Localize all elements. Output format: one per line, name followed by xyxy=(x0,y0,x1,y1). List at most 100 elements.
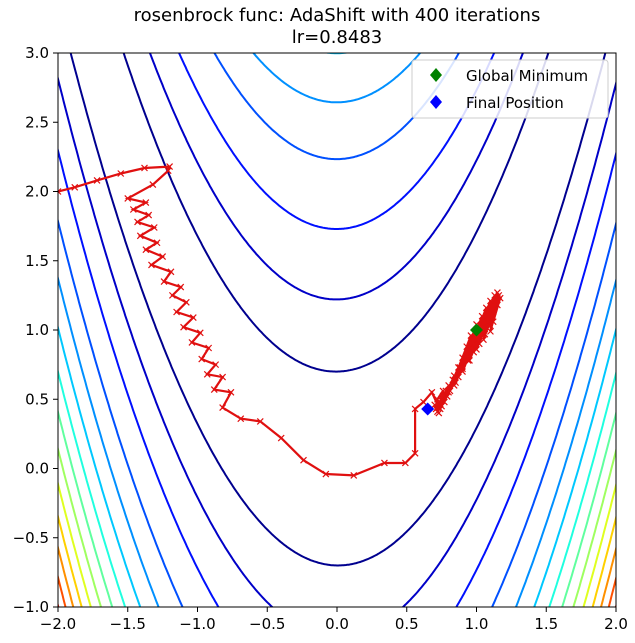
path-point xyxy=(473,345,480,353)
path-point xyxy=(203,370,211,378)
y-tick-label: 0.0 xyxy=(25,460,49,478)
path-point xyxy=(482,304,490,312)
legend: Global Minimum Final Position xyxy=(411,59,609,119)
path-point xyxy=(93,176,101,184)
x-tick-label: 1.5 xyxy=(534,615,558,633)
path-point xyxy=(487,327,494,335)
path-point xyxy=(420,398,427,406)
x-tick-label: 0.5 xyxy=(395,615,419,633)
path-point xyxy=(464,357,472,364)
path-point xyxy=(459,368,466,375)
legend-final-position-icon xyxy=(430,95,442,109)
path-point xyxy=(205,344,213,352)
path-point xyxy=(443,393,451,400)
y-tick-label: 1.5 xyxy=(25,252,49,270)
y-tick-label: 1.0 xyxy=(25,321,49,339)
path-point xyxy=(439,387,447,395)
contour-line xyxy=(58,323,616,607)
y-tick-label: 2.5 xyxy=(25,113,49,131)
path-point xyxy=(153,239,161,247)
y-axis: −1.0 −0.5 0.0 0.5 1.0 1.5 2.0 2.5 3.0 xyxy=(13,44,58,616)
optimizer-path xyxy=(58,163,504,479)
path-point xyxy=(196,329,204,337)
x-axis: −2.0 −1.5 −1.0 −0.5 0.0 0.5 1.0 1.5 2.0 xyxy=(40,607,628,633)
path-point xyxy=(489,318,497,326)
path-point xyxy=(136,232,144,240)
contour-line xyxy=(58,274,616,607)
path-point xyxy=(449,376,457,384)
contour-line xyxy=(58,367,616,607)
contour-line xyxy=(69,53,607,567)
contour-line xyxy=(58,146,616,607)
path-point xyxy=(188,339,196,346)
path-point xyxy=(142,246,150,254)
path-point xyxy=(467,332,475,339)
path-point xyxy=(198,355,206,363)
path-point xyxy=(428,388,436,396)
path-point xyxy=(159,253,167,261)
y-tick-label: 3.0 xyxy=(25,44,49,62)
path-point xyxy=(411,449,419,457)
path-point xyxy=(149,181,157,188)
path-point xyxy=(470,340,478,348)
path-point xyxy=(489,308,497,316)
legend-box xyxy=(411,59,609,119)
contour-line xyxy=(148,53,524,301)
path-point xyxy=(438,402,446,410)
path-point xyxy=(164,167,172,175)
path-point xyxy=(300,456,307,464)
x-tick-label: 1.0 xyxy=(465,615,489,633)
path-point xyxy=(445,381,453,389)
path-point xyxy=(145,211,153,219)
plot-frame xyxy=(57,52,617,608)
path-point xyxy=(237,415,245,423)
path-point xyxy=(117,170,125,177)
y-tick-label: −1.0 xyxy=(13,598,49,616)
path-point xyxy=(150,224,158,231)
legend-global-minimum: Global Minimum xyxy=(466,67,588,85)
path-point xyxy=(173,308,180,316)
path-point xyxy=(487,322,494,330)
x-tick-label: −2.0 xyxy=(40,615,76,633)
contour-line xyxy=(58,573,616,607)
path-point xyxy=(434,395,441,403)
global-minimum-marker xyxy=(470,323,483,337)
contour-line xyxy=(122,53,550,373)
chart-subtitle: lr=0.8483 xyxy=(292,27,382,48)
path-point xyxy=(277,434,285,442)
path-point xyxy=(141,164,148,172)
path-point xyxy=(454,373,462,381)
path-point xyxy=(166,163,174,170)
path-point xyxy=(481,330,489,338)
path-point xyxy=(466,357,473,364)
path-point xyxy=(129,206,137,213)
x-tick-label: −1.5 xyxy=(110,615,146,633)
path-point xyxy=(450,372,458,380)
path-point xyxy=(148,261,155,269)
x-tick-label: −0.5 xyxy=(249,615,285,633)
path-point xyxy=(180,323,187,331)
path-point xyxy=(496,294,504,302)
path-point xyxy=(189,314,197,321)
path-point xyxy=(124,195,132,202)
path-point xyxy=(142,199,150,207)
path-point xyxy=(160,278,168,285)
path-point xyxy=(167,268,175,276)
path-point xyxy=(182,298,190,306)
contour-line xyxy=(58,74,616,607)
path-point xyxy=(459,354,466,362)
path-point xyxy=(494,301,501,309)
path-point xyxy=(227,388,235,396)
contour-line xyxy=(177,53,496,230)
path-point xyxy=(71,183,79,191)
y-tick-label: −0.5 xyxy=(13,529,49,547)
path-point xyxy=(381,459,388,467)
path-point xyxy=(256,417,264,425)
path-point xyxy=(219,373,227,381)
path-point xyxy=(463,343,471,351)
path-point xyxy=(210,386,218,393)
path-point xyxy=(411,405,419,413)
path-point xyxy=(438,397,446,405)
path-point xyxy=(484,318,492,326)
legend-global-minimum-icon xyxy=(430,68,442,82)
